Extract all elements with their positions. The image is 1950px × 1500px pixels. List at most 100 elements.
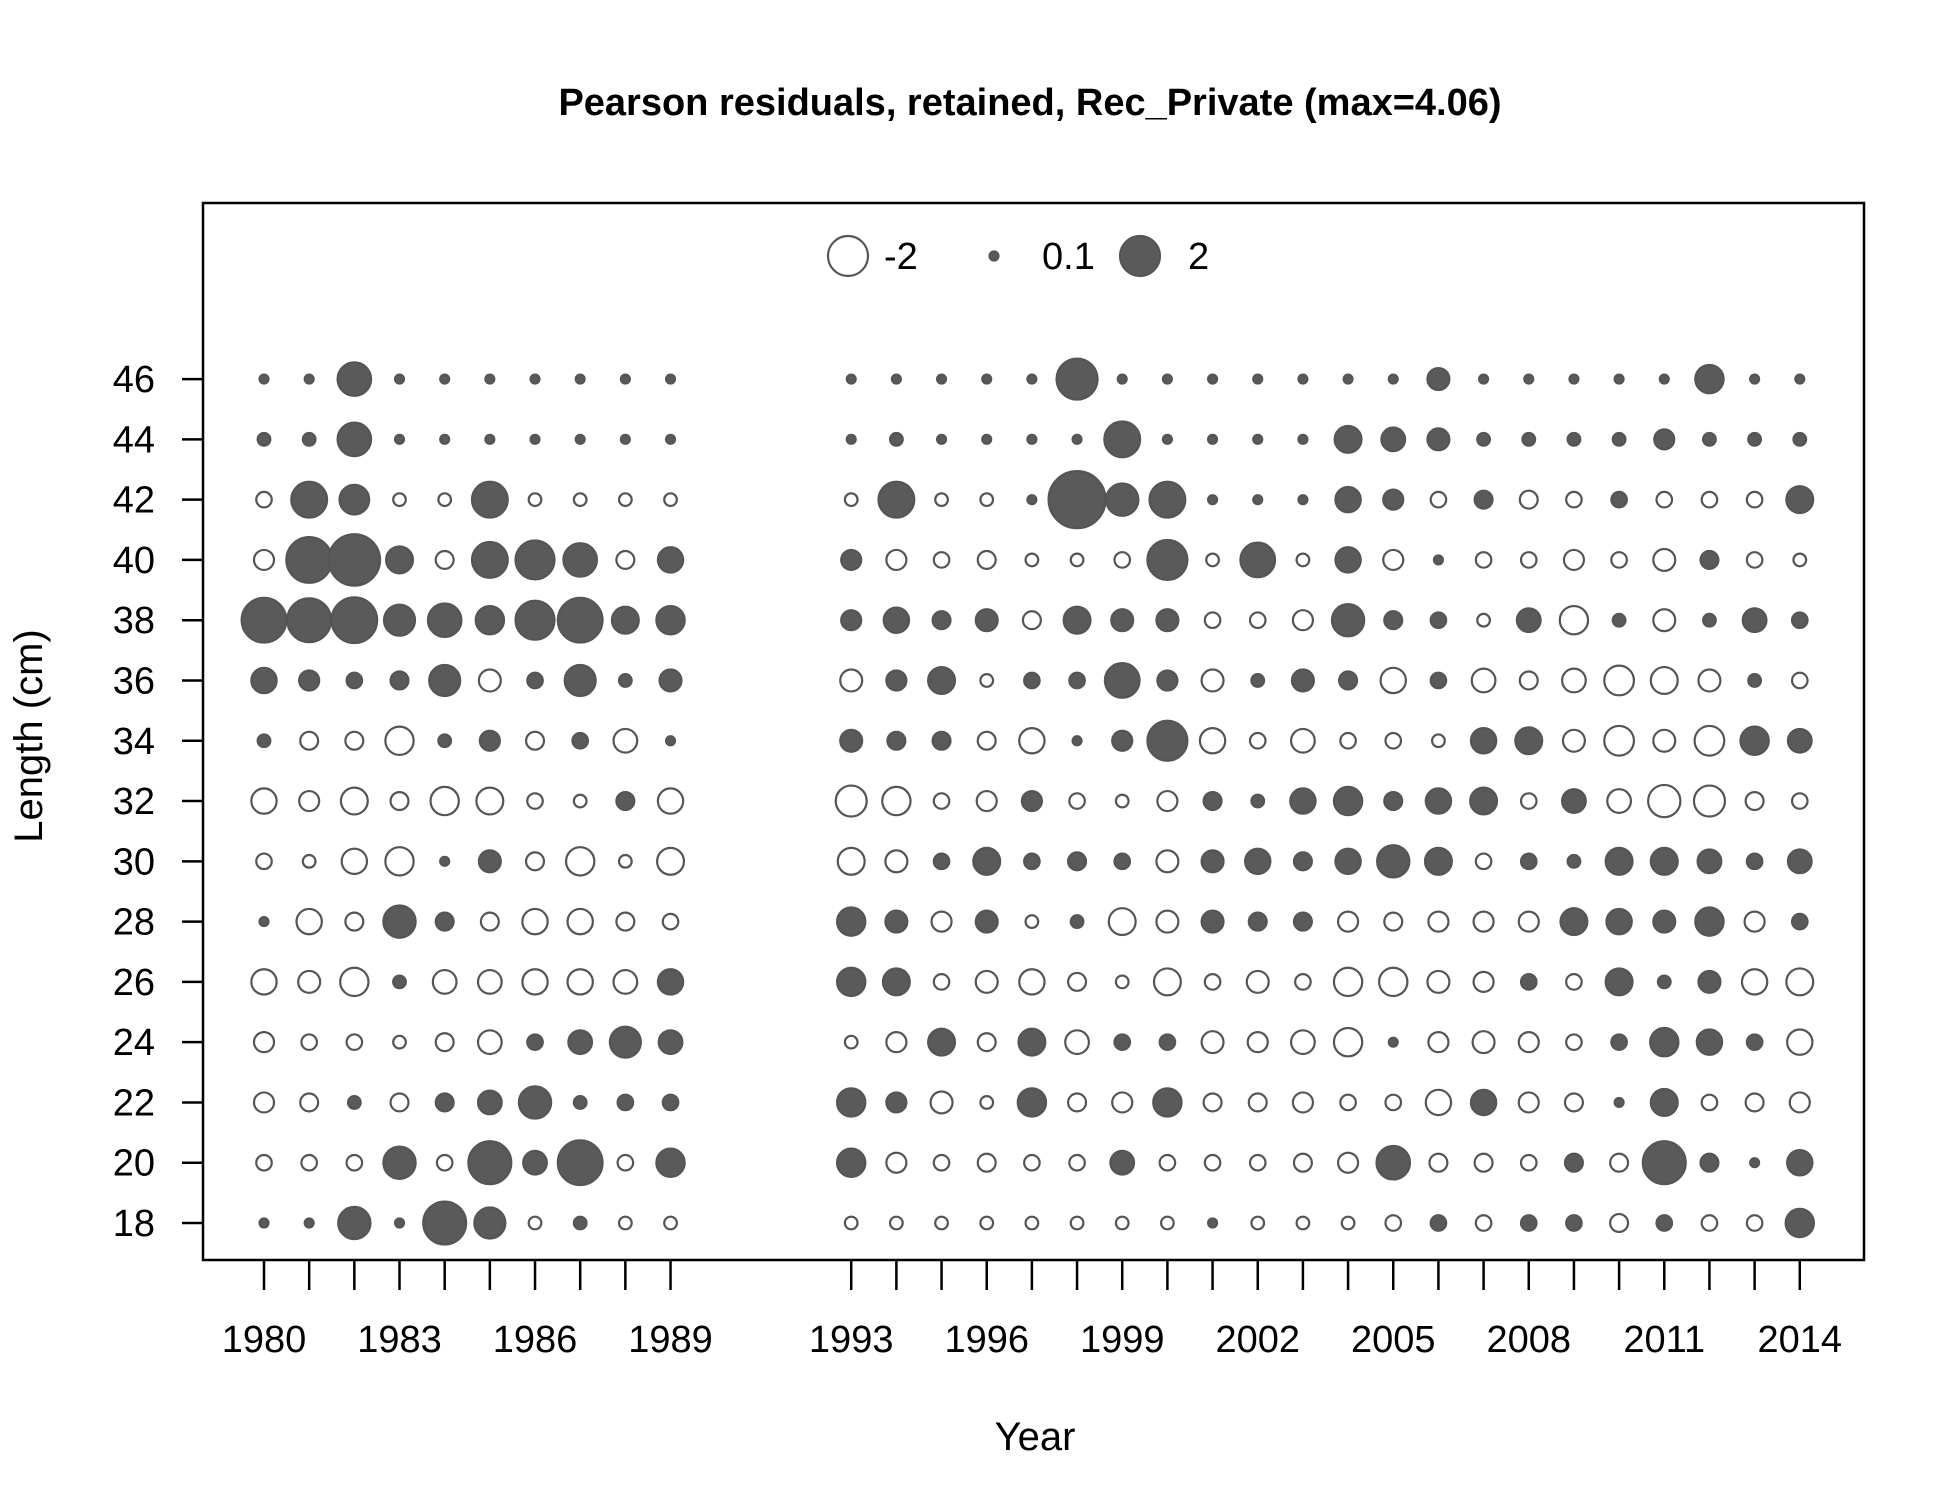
residual-bubble (655, 1147, 686, 1178)
residual-bubble (1649, 1026, 1680, 1058)
residual-bubble (1069, 552, 1085, 568)
y-tick-label: 42 (113, 480, 155, 522)
residual-bubble (1656, 974, 1672, 990)
x-tick-label: 1996 (944, 1319, 1029, 1361)
residual-bubble (1382, 488, 1405, 511)
residual-bubble (612, 727, 639, 754)
residual-bubble (1652, 909, 1677, 934)
residual-bubble (975, 789, 998, 813)
residual-bubble (256, 733, 272, 749)
x-axis: 1980 1983 1986 1989 1993 1996 1999 2002 2005 2008… (222, 1260, 1842, 1361)
residual-bubble (1653, 428, 1676, 451)
residual-bubble (1429, 671, 1448, 690)
y-tick-label: 28 (113, 902, 155, 944)
residual-bubble (1148, 480, 1187, 519)
residual-bubble (1652, 608, 1677, 633)
residual-bubble (1109, 1149, 1136, 1176)
residual-bubble (1655, 490, 1674, 509)
residual-bubble (255, 852, 273, 871)
residual-bubble (1519, 551, 1538, 569)
residual-bubble (1295, 552, 1311, 568)
residual-bubble (1339, 731, 1357, 750)
residual-bubble (1517, 1091, 1540, 1114)
residual-bubble (656, 846, 686, 876)
residual-bubble (932, 973, 951, 991)
residual-bubble (927, 1027, 957, 1057)
residual-bubble (1561, 728, 1586, 753)
residual-bubble (658, 668, 683, 693)
residual-bubble (285, 536, 334, 584)
residual-bubble (1792, 431, 1808, 447)
residual-bubble (1565, 973, 1583, 991)
residual-bubble (563, 663, 597, 698)
residual-bubble (839, 728, 864, 753)
x-tick-label: 1983 (357, 1319, 442, 1361)
residual-bubble (1291, 609, 1315, 632)
residual-bubble (1521, 431, 1537, 447)
residual-bubble (1565, 490, 1583, 509)
residual-bubble (619, 433, 631, 445)
residual-bubble (1206, 1217, 1219, 1229)
residual-bubble (1566, 853, 1582, 869)
residual-bubble (258, 1217, 270, 1229)
residual-bubble (1161, 433, 1173, 445)
residual-bubble (566, 907, 594, 936)
residual-bubble (1469, 786, 1499, 816)
residual-bubble (1203, 1153, 1222, 1172)
residual-bubble (434, 911, 455, 932)
residual-bubble (1694, 363, 1725, 395)
residual-bubble (1245, 969, 1270, 994)
residual-bubble (1474, 551, 1493, 569)
residual-bubble (616, 1093, 635, 1112)
residual-bubble (346, 1095, 362, 1110)
residual-bubble (1114, 1215, 1130, 1231)
residual-bubble (1786, 1148, 1814, 1177)
residual-bubble (521, 968, 549, 996)
residual-bubble (344, 911, 365, 932)
residual-bubble (1604, 967, 1634, 997)
residual-bubble (439, 855, 451, 867)
residual-bubble (434, 1032, 455, 1053)
residual-bubble (1113, 1033, 1132, 1052)
residual-bubble (1382, 548, 1405, 572)
residual-bubble (1203, 611, 1222, 630)
residual-bubble (1741, 607, 1768, 634)
residual-bubble (300, 1033, 319, 1052)
residual-bubble (1514, 726, 1544, 756)
residual-bubble (1427, 910, 1450, 933)
residual-bubble (1156, 669, 1179, 692)
residual-bubble (562, 542, 599, 578)
residual-bubble (1739, 725, 1770, 757)
residual-bubble (885, 669, 908, 692)
residual-bubble (255, 1153, 273, 1172)
residual-bubble (932, 551, 951, 569)
residual-bubble (845, 373, 857, 385)
residual-bubble (1375, 1144, 1412, 1181)
y-tick-label: 32 (113, 781, 155, 823)
residual-bubble (1205, 552, 1220, 568)
residual-bubble (1788, 1091, 1811, 1114)
residual-bubble (840, 609, 863, 632)
residual-bubble (1155, 909, 1180, 934)
residual-bubble (1387, 373, 1399, 385)
residual-bubble (976, 549, 997, 570)
residual-bubble (1649, 846, 1679, 876)
residual-bubble (976, 1032, 997, 1053)
residual-bubble (336, 361, 373, 397)
residual-bubble (608, 1025, 642, 1059)
residual-bubble (1026, 494, 1038, 506)
residual-bubble (1606, 788, 1633, 814)
residual-bubble (434, 1092, 455, 1113)
residual-bubble (617, 492, 633, 508)
residual-bubble (1478, 373, 1490, 385)
residual-bubble (655, 604, 686, 636)
residual-bubble (1518, 489, 1539, 510)
residual-bubble (574, 373, 586, 385)
residual-bubble (1702, 612, 1717, 628)
residual-bubble (1610, 1033, 1628, 1052)
residual-bubble (240, 596, 288, 644)
residual-bubble (1472, 970, 1495, 993)
legend-label: 0.1 (1042, 236, 1095, 278)
residual-bubble (1562, 548, 1586, 572)
